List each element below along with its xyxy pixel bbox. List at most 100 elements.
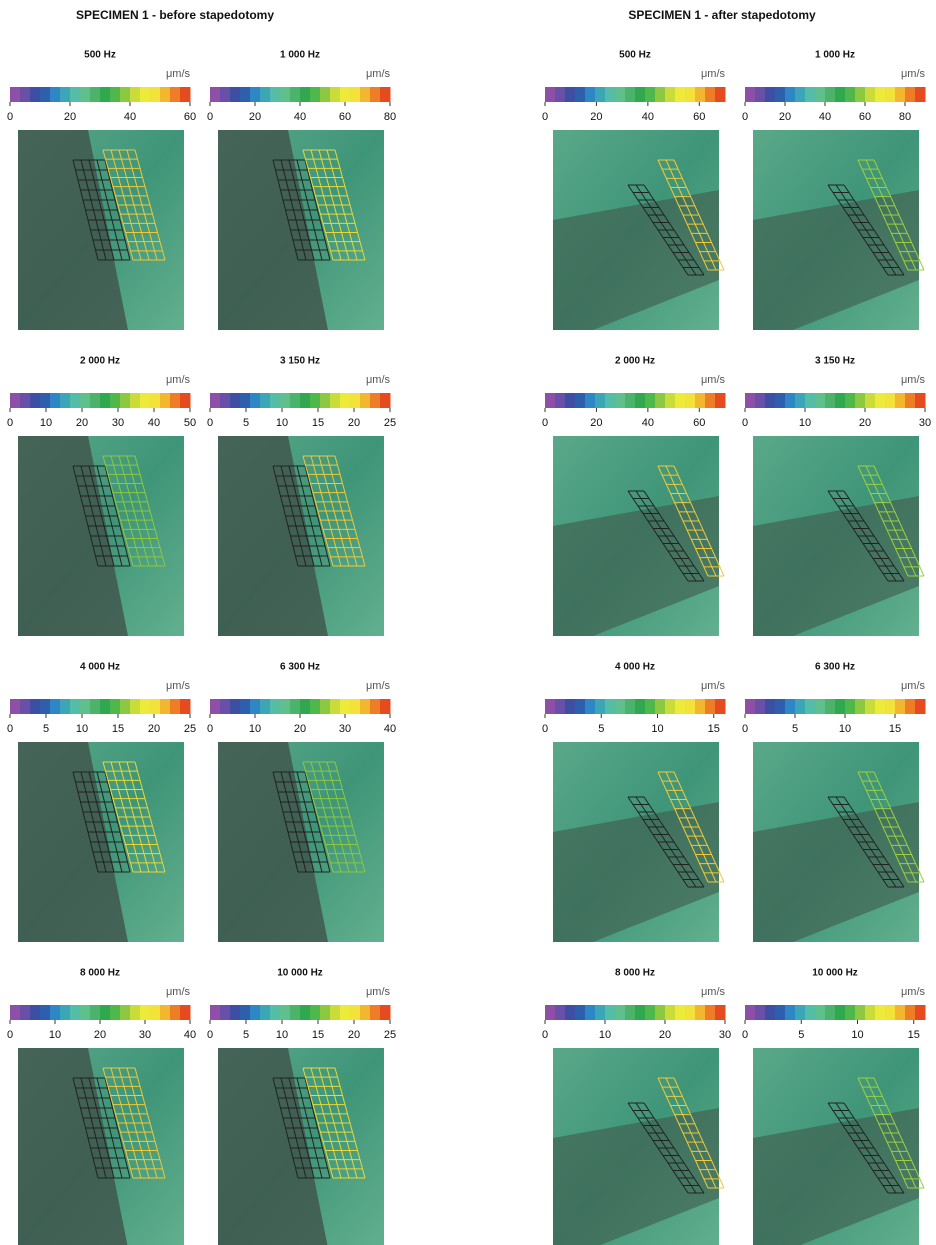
dark-region xyxy=(218,436,328,636)
colorbar-segment xyxy=(715,1005,726,1020)
colorbar-segment xyxy=(150,87,161,102)
unit-label: μm/s xyxy=(901,986,926,998)
colorbar-segment xyxy=(30,1005,41,1020)
colorbar-segment xyxy=(745,699,756,714)
colorbar-segment xyxy=(130,87,141,102)
colorbar-segment xyxy=(915,393,926,408)
dark-region xyxy=(553,802,719,942)
dark-region xyxy=(18,436,128,636)
tick-label: 0 xyxy=(207,417,213,429)
tick-label: 40 xyxy=(294,111,306,123)
colorbar-segment xyxy=(865,699,876,714)
dark-region xyxy=(753,1108,919,1245)
colorbar-segment xyxy=(765,1005,776,1020)
vibrometry-image xyxy=(18,436,184,636)
colorbar-segment xyxy=(80,393,91,408)
colorbar-segment xyxy=(120,699,131,714)
dark-region xyxy=(218,130,328,330)
vibrometry-image xyxy=(553,742,725,942)
colorbar-segment xyxy=(645,393,656,408)
colorbar-segment xyxy=(320,1005,331,1020)
colorbar-segment xyxy=(895,699,906,714)
colorbar-segment xyxy=(340,1005,351,1020)
tick-label: 40 xyxy=(184,1029,196,1041)
dark-region xyxy=(753,190,919,330)
colorbar-segment xyxy=(655,87,666,102)
colorbar-segment xyxy=(865,87,876,102)
colorbar-segment xyxy=(340,393,351,408)
colorbar-segment xyxy=(80,87,91,102)
frequency-label: 500 Hz xyxy=(619,50,651,61)
colorbar-segment xyxy=(180,393,191,408)
unit-label: μm/s xyxy=(901,374,926,386)
colorbar-segment xyxy=(120,393,131,408)
colorbar-segment xyxy=(300,699,311,714)
colorbar-segment xyxy=(635,87,646,102)
colorbar-segment xyxy=(555,87,566,102)
colorbar-segment xyxy=(270,87,281,102)
frequency-label: 4 000 Hz xyxy=(80,662,120,673)
vibrometry-image xyxy=(218,130,384,330)
colorbar-segment xyxy=(310,1005,321,1020)
colorbar-segment xyxy=(250,1005,261,1020)
colorbar-segment xyxy=(100,699,111,714)
colorbar-segment xyxy=(380,699,391,714)
tick-label: 20 xyxy=(76,417,88,429)
tick-label: 0 xyxy=(742,1029,748,1041)
colorbar-segment xyxy=(825,699,836,714)
colorbar-segment xyxy=(360,393,371,408)
tick-label: 20 xyxy=(659,1029,671,1041)
tick-label: 40 xyxy=(642,417,654,429)
colorbar-segment xyxy=(180,699,191,714)
colorbar-segment xyxy=(665,1005,676,1020)
dark-region xyxy=(18,1048,128,1245)
colorbar-segment xyxy=(310,699,321,714)
colorbar-segment xyxy=(625,1005,636,1020)
colorbar-segment xyxy=(875,1005,886,1020)
colorbar-segment xyxy=(765,699,776,714)
colorbar-segment xyxy=(340,699,351,714)
colorbar-segment xyxy=(100,393,111,408)
colorbar-segment xyxy=(20,1005,31,1020)
colorbar-segment xyxy=(625,87,636,102)
tick-label: 10 xyxy=(839,723,851,735)
colorbar-segment xyxy=(695,1005,706,1020)
tick-label: 10 xyxy=(276,417,288,429)
frequency-label: 1 000 Hz xyxy=(280,50,320,61)
colorbar-segment xyxy=(280,87,291,102)
colorbar-segment xyxy=(795,699,806,714)
tick-label: 0 xyxy=(542,111,548,123)
frequency-label: 8 000 Hz xyxy=(615,968,655,979)
colorbar-segment xyxy=(110,393,121,408)
colorbar-segment xyxy=(170,699,181,714)
colorbar-segment xyxy=(40,1005,51,1020)
frequency-label: 6 300 Hz xyxy=(280,662,320,673)
colorbar-segment xyxy=(80,699,91,714)
tick-label: 5 xyxy=(243,417,249,429)
vibrometry-image xyxy=(218,436,384,636)
colorbar-segment xyxy=(575,1005,586,1020)
dark-region xyxy=(18,130,128,330)
colorbar-segment xyxy=(645,87,656,102)
tick-label: 40 xyxy=(124,111,136,123)
colorbar-segment xyxy=(595,87,606,102)
colorbar-segment xyxy=(755,1005,766,1020)
colorbar-segment xyxy=(845,699,856,714)
colorbar-segment xyxy=(585,87,596,102)
colorbar-segment xyxy=(675,699,686,714)
tick-label: 20 xyxy=(779,111,791,123)
frequency-label: 2 000 Hz xyxy=(80,356,120,367)
vibrometry-image xyxy=(753,742,925,942)
tick-label: 5 xyxy=(792,723,798,735)
colorbar-segment xyxy=(815,1005,826,1020)
tick-label: 60 xyxy=(693,417,705,429)
colorbar-segment xyxy=(865,393,876,408)
colorbar-segment xyxy=(545,1005,556,1020)
frequency-label: 2 000 Hz xyxy=(615,356,655,367)
colorbar-segment xyxy=(40,393,51,408)
colorbar-segment xyxy=(605,1005,616,1020)
colorbar-segment xyxy=(555,1005,566,1020)
tick-label: 10 xyxy=(851,1029,863,1041)
